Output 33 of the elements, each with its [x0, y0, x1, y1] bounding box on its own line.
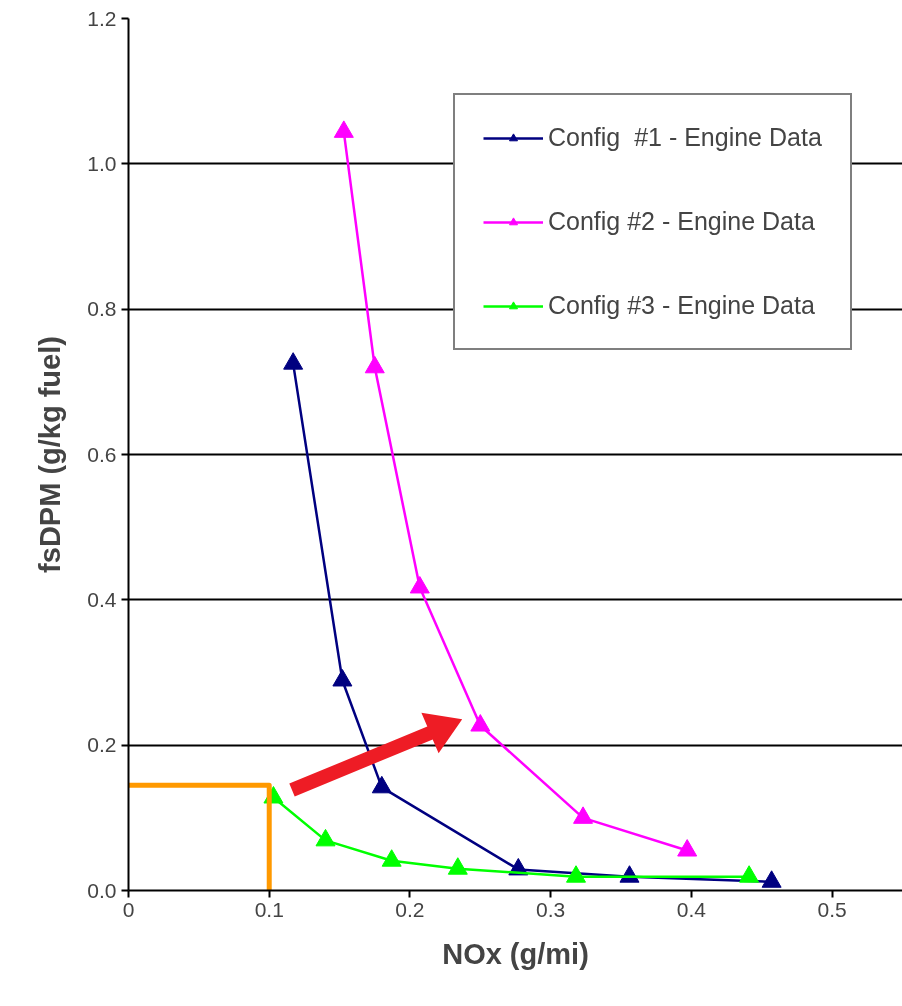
y-tick-label: 0.8 — [87, 297, 117, 321]
y-tick-label: 0.6 — [87, 442, 117, 466]
x-tick-label: 0.1 — [254, 897, 284, 921]
point — [761, 870, 782, 888]
point — [566, 865, 587, 883]
point — [573, 806, 594, 824]
point — [315, 828, 336, 847]
x-tick-label: 0 — [122, 897, 135, 921]
legend-label: Config #1 - Engine Data — [548, 123, 822, 152]
y-tick-label: 0.0 — [87, 878, 117, 902]
x-tick-label: 0.3 — [536, 897, 566, 921]
point — [283, 352, 304, 370]
point — [381, 849, 402, 867]
legend-label: Config #3 - Engine Data — [548, 291, 815, 320]
point — [333, 120, 354, 138]
y-tick-label: 0.2 — [87, 733, 117, 757]
y-tick-label: 1.0 — [87, 151, 117, 175]
y-tick-label: 0.4 — [87, 587, 117, 611]
x-tick-label: 0.2 — [395, 897, 425, 921]
point — [677, 839, 698, 857]
point — [470, 714, 491, 732]
x-tick-label: 0.4 — [676, 897, 707, 921]
x-axis-title: NOx (g/mi) — [442, 937, 589, 970]
y-tick-label: 1.2 — [87, 6, 117, 30]
point — [332, 669, 353, 687]
x-tick-label: 0.5 — [817, 897, 847, 921]
point — [364, 355, 385, 374]
point — [409, 576, 430, 594]
y-axis-title: fsDPM (g/kg fuel) — [34, 336, 67, 573]
point — [371, 775, 392, 794]
legend-label: Config #2 - Engine Data — [548, 207, 815, 236]
point — [739, 865, 760, 883]
point — [447, 857, 468, 875]
